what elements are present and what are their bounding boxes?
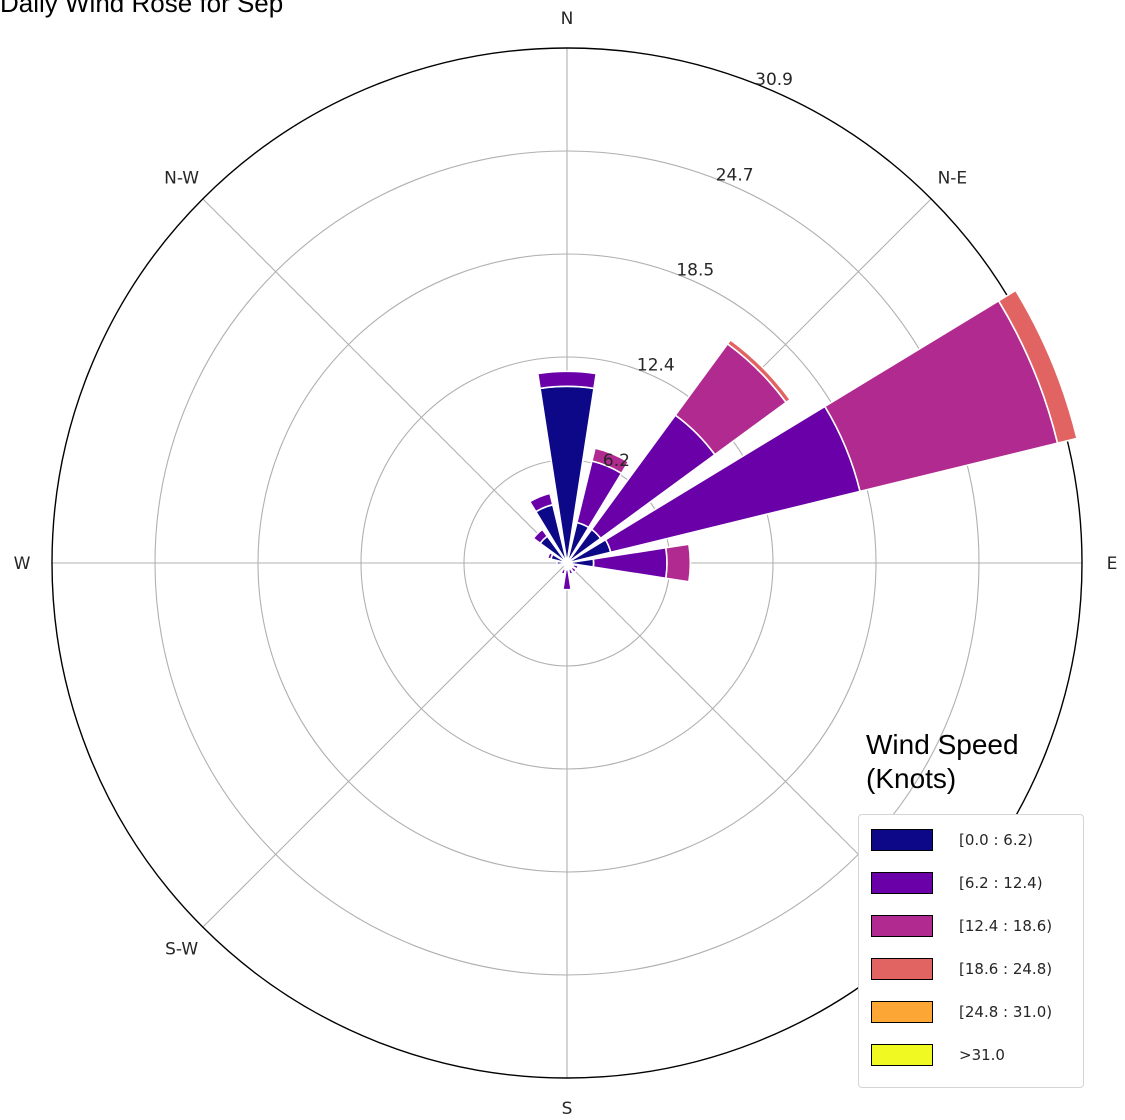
legend: [0.0 : 6.2) [6.2 : 12.4) [12.4 : 18.6) […	[858, 814, 1084, 1088]
legend-label-bin-6: >31.0	[959, 1046, 1005, 1064]
ring-label-3: 18.5	[676, 261, 714, 281]
legend-title-line-1: Wind Speed	[866, 729, 1019, 760]
compass-label-E: E	[1107, 554, 1118, 574]
legend-label-bin-1: [0.0 : 6.2)	[959, 831, 1034, 849]
axis-labels: 6.212.418.524.730.9NN-EES-ESS-WWN-W	[14, 9, 1118, 1119]
ring-label-1: 6.2	[603, 451, 630, 471]
ring-label-5: 30.9	[755, 70, 793, 90]
bar-NNW-bin-2	[528, 492, 554, 513]
bar-NE-bin-4	[726, 338, 792, 404]
bar-ENE-bin-4	[997, 289, 1078, 445]
compass-label-N-E: N-E	[938, 169, 968, 189]
compass-label-N-W: N-W	[164, 169, 199, 189]
legend-label-bin-2: [6.2 : 12.4)	[959, 874, 1043, 892]
legend-title: Wind Speed (Knots)	[866, 728, 1019, 796]
bar-N-bin-2	[536, 370, 598, 390]
bar-WNW-bin-2	[546, 551, 554, 561]
legend-swatch-bin-6	[871, 1044, 933, 1066]
bar-NNE-bin-3	[590, 447, 630, 475]
bar-E-bin-3	[664, 543, 692, 583]
chart-title: Daily Wind Rose for Sep	[0, 0, 284, 18]
legend-swatch-bin-5	[871, 1001, 933, 1023]
grid-spoke	[202, 562, 568, 928]
legend-title-line-2: (Knots)	[866, 763, 957, 794]
legend-label-bin-3: [12.4 : 18.6)	[959, 917, 1053, 935]
compass-label-W: W	[14, 554, 31, 574]
legend-label-bin-5: [24.8 : 31.0)	[959, 1003, 1053, 1021]
wind-bars	[528, 289, 1078, 591]
compass-label-N: N	[561, 9, 574, 29]
legend-swatch-bin-1	[871, 829, 933, 851]
ring-label-4: 24.7	[716, 165, 754, 185]
legend-swatch-bin-2	[871, 872, 933, 894]
polar-grid	[51, 47, 1083, 1079]
polar-frame	[51, 47, 1083, 1079]
legend-label-bin-4: [18.6 : 24.8)	[959, 960, 1053, 978]
compass-label-S: S	[562, 1099, 573, 1119]
bar-NW-bin-2	[532, 528, 549, 545]
compass-label-S-W: S-W	[165, 939, 198, 959]
grid-spoke	[202, 198, 568, 564]
legend-swatch-bin-4	[871, 958, 933, 980]
legend-swatch-bin-3	[871, 915, 933, 937]
ring-label-2: 12.4	[637, 356, 675, 376]
bar-SSW-bin-2	[559, 567, 567, 576]
